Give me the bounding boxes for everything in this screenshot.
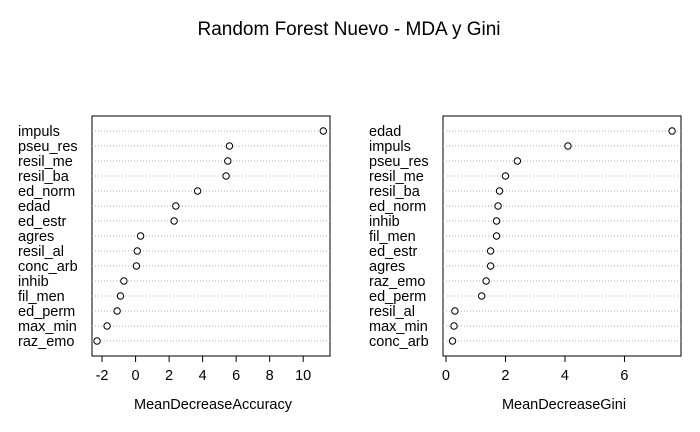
data-point [501,172,510,180]
category-label: ed_estr [369,244,418,260]
category-label: agres [369,259,405,275]
data-point [103,322,111,330]
category-label: ed_estr [18,214,67,230]
data-point [120,277,128,285]
data-point [170,217,178,225]
category-label: resil_me [369,169,424,185]
data-point [448,337,457,345]
x-tick-label: 6 [620,368,628,384]
x-tick-label: 6 [232,368,240,384]
category-label: impuls [18,124,60,140]
data-point [193,187,202,195]
data-point [564,142,572,150]
x-tick-label: 4 [199,368,207,384]
category-label: inhib [369,214,400,230]
category-label: ed_norm [18,184,75,200]
data-point [113,307,121,315]
category-label: fil_men [18,289,65,305]
category-label: resil_ba [369,184,421,200]
data-point [450,322,458,330]
data-point [668,127,676,135]
x-axis-title: MeanDecreaseGini [502,397,626,413]
category-label: edad [369,124,401,140]
data-point [495,187,504,195]
category-label: edad [18,199,50,215]
data-point [222,172,230,180]
category-label: fil_men [369,229,416,245]
panel-gini: edadimpulspseu_resresil_meresil_baed_nor… [369,115,682,413]
data-point [513,157,522,165]
data-point [482,277,490,285]
category-label: raz_emo [369,274,425,290]
category-label: resil_al [369,304,415,320]
x-tick-label: 4 [561,368,569,384]
data-point [477,292,486,300]
x-tick-label: 2 [165,368,173,384]
data-point [319,127,327,135]
category-label: resil_me [18,154,73,170]
category-label: max_min [18,319,77,335]
panel-mda: impulspseu_resresil_meresil_baed_normeda… [18,115,331,413]
x-tick-label: 8 [266,368,274,384]
data-point [225,142,234,150]
category-label: resil_ba [18,169,70,185]
category-label: conc_arb [369,334,429,350]
category-label: max_min [369,319,428,335]
plot-frame [442,115,682,357]
category-label: agres [18,229,54,245]
category-label: resil_al [18,244,64,260]
data-point [492,232,501,240]
category-label: inhib [18,274,49,290]
data-point [451,307,459,315]
x-tick-label: -2 [96,368,109,384]
category-label: raz_emo [18,334,74,350]
data-point [132,262,141,270]
x-tick-label: 10 [295,368,311,384]
data-point [224,157,232,165]
plot-frame [91,115,331,357]
x-tick-label: 2 [501,368,509,384]
category-label: conc_arb [18,259,78,275]
data-point [136,232,145,240]
data-point [172,202,180,210]
data-point [486,262,495,270]
data-point [494,202,502,210]
x-axis-title: MeanDecreaseAccuracy [134,397,293,413]
x-tick-label: 0 [132,368,140,384]
chart-title: Random Forest Nuevo - MDA y Gini [197,19,500,40]
category-label: pseu_res [18,139,78,155]
x-tick-label: 0 [442,368,450,384]
data-point [116,292,125,300]
data-point [133,247,141,255]
category-label: ed_perm [18,304,75,320]
data-point [93,337,101,345]
category-label: ed_perm [369,289,426,305]
data-point [486,247,495,255]
category-label: pseu_res [369,154,429,170]
category-label: impuls [369,139,411,155]
category-label: ed_norm [369,199,426,215]
data-point [492,217,501,225]
